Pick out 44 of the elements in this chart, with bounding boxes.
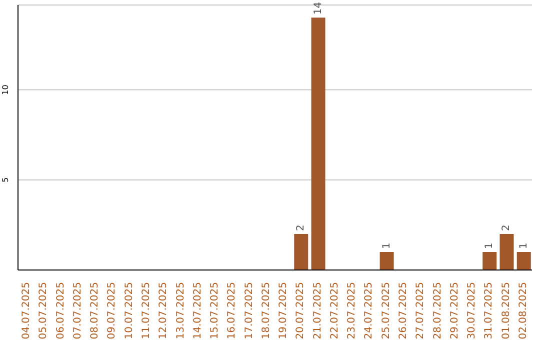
x-tick-label: 17.07.2025 (244, 282, 255, 340)
x-tick-label: 16.07.2025 (226, 282, 238, 340)
x-tick-label: 20.07.2025 (295, 282, 306, 340)
bar (311, 18, 326, 270)
data-label: 1 (518, 242, 530, 249)
x-tick-label: 01.08.2025 (500, 282, 512, 340)
x-tick-label: 07.07.2025 (72, 282, 84, 340)
x-tick-label: 30.07.2025 (466, 282, 478, 340)
x-tick-label: 05.07.2025 (38, 282, 50, 340)
x-tick-label: 13.07.2025 (175, 282, 186, 340)
x-tick-label: 09.07.2025 (106, 282, 118, 340)
bar (380, 252, 394, 270)
x-tick-label: 31.07.2025 (484, 282, 495, 340)
x-tick-label: 24.07.2025 (364, 282, 375, 340)
x-tick-label: 26.07.2025 (398, 282, 409, 340)
x-tick-label: 08.07.2025 (90, 282, 101, 340)
data-label: 2 (296, 224, 307, 231)
y-tick-label: 10 (1, 84, 10, 95)
x-tick-label: 15.07.2025 (210, 282, 221, 340)
data-label: 14 (312, 2, 324, 15)
x-tick-label: 11.07.2025 (141, 282, 152, 340)
x-tick-label: 12.07.2025 (158, 282, 170, 340)
x-tick-label: 29.07.2025 (449, 282, 460, 340)
x-tick-label: 25.07.2025 (380, 282, 392, 340)
x-tick-label: 02.08.2025 (518, 282, 529, 340)
bar (482, 252, 497, 270)
x-tick-label: 22.07.2025 (329, 282, 340, 340)
data-label: 1 (484, 242, 496, 249)
x-tick-label: 04.07.2025 (21, 282, 32, 340)
x-tick-label: 10.07.2025 (124, 282, 135, 340)
data-label: 2 (501, 224, 512, 231)
x-tick-label: 19.07.2025 (278, 282, 290, 340)
bar (500, 234, 514, 270)
x-tick-label: 18.07.2025 (260, 282, 272, 340)
x-tick-label: 14.07.2025 (192, 282, 204, 340)
y-tick-label: 5 (1, 177, 10, 182)
data-label: 1 (381, 242, 392, 249)
bar (516, 252, 531, 270)
x-tick-label: 23.07.2025 (346, 282, 358, 340)
x-tick-label: 28.07.2025 (432, 282, 444, 340)
x-tick-label: 21.07.2025 (312, 282, 324, 340)
x-tick-label: 06.07.2025 (55, 282, 66, 340)
bar (294, 234, 308, 270)
x-tick-label: 27.07.2025 (415, 282, 426, 340)
